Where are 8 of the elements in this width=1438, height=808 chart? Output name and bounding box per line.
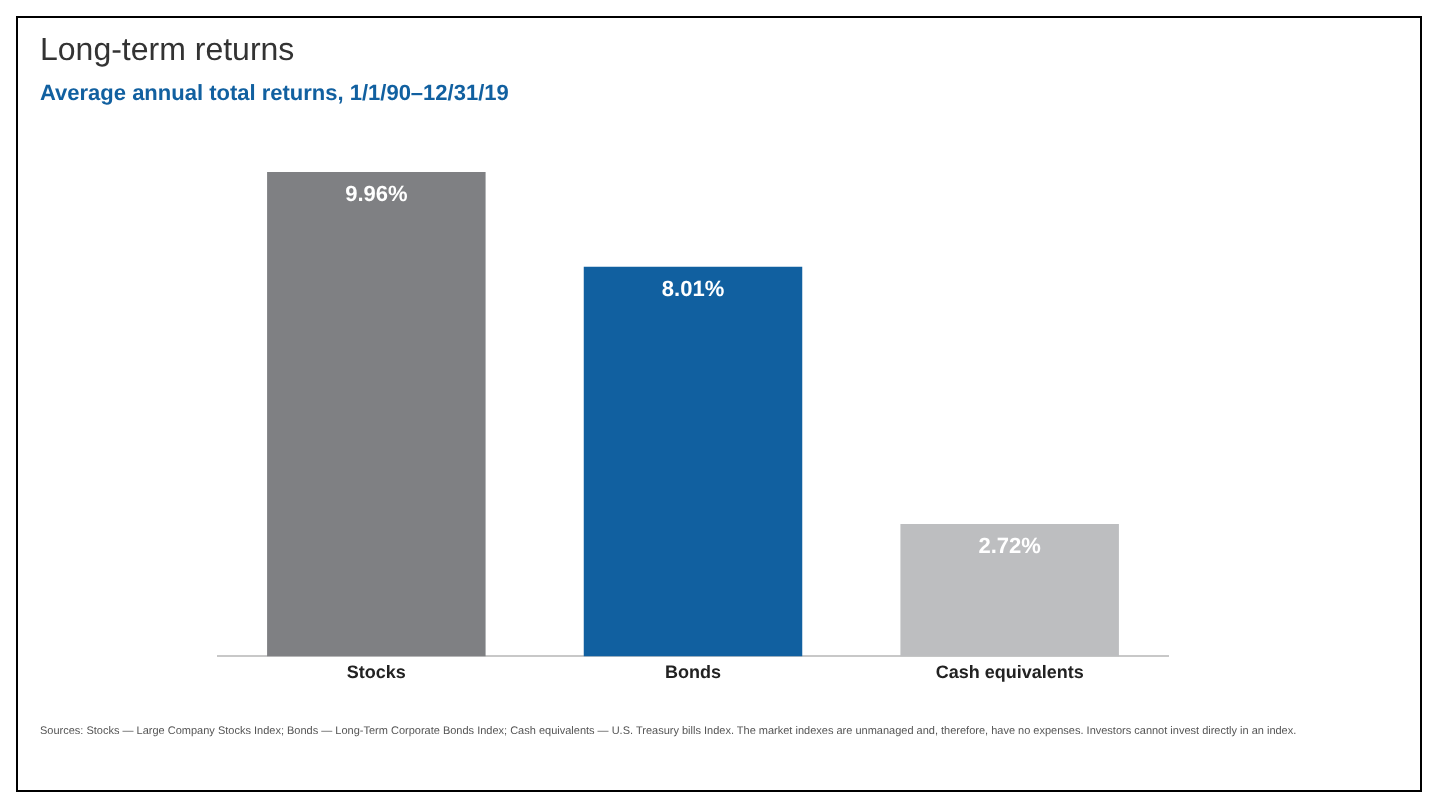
x-tick-label: Cash equivalents xyxy=(935,662,1084,683)
x-tick-label: Stocks xyxy=(346,662,406,683)
data-label: 2.72% xyxy=(978,535,1042,560)
chart-subtitle: Average annual total returns, 1/1/90–12/31/19 xyxy=(40,82,509,106)
x-tick-label: Bonds xyxy=(665,662,721,683)
data-label: 9.96% xyxy=(345,183,408,208)
data-label: 8.01% xyxy=(661,277,725,302)
chart-title: Long-term returns xyxy=(40,34,295,70)
